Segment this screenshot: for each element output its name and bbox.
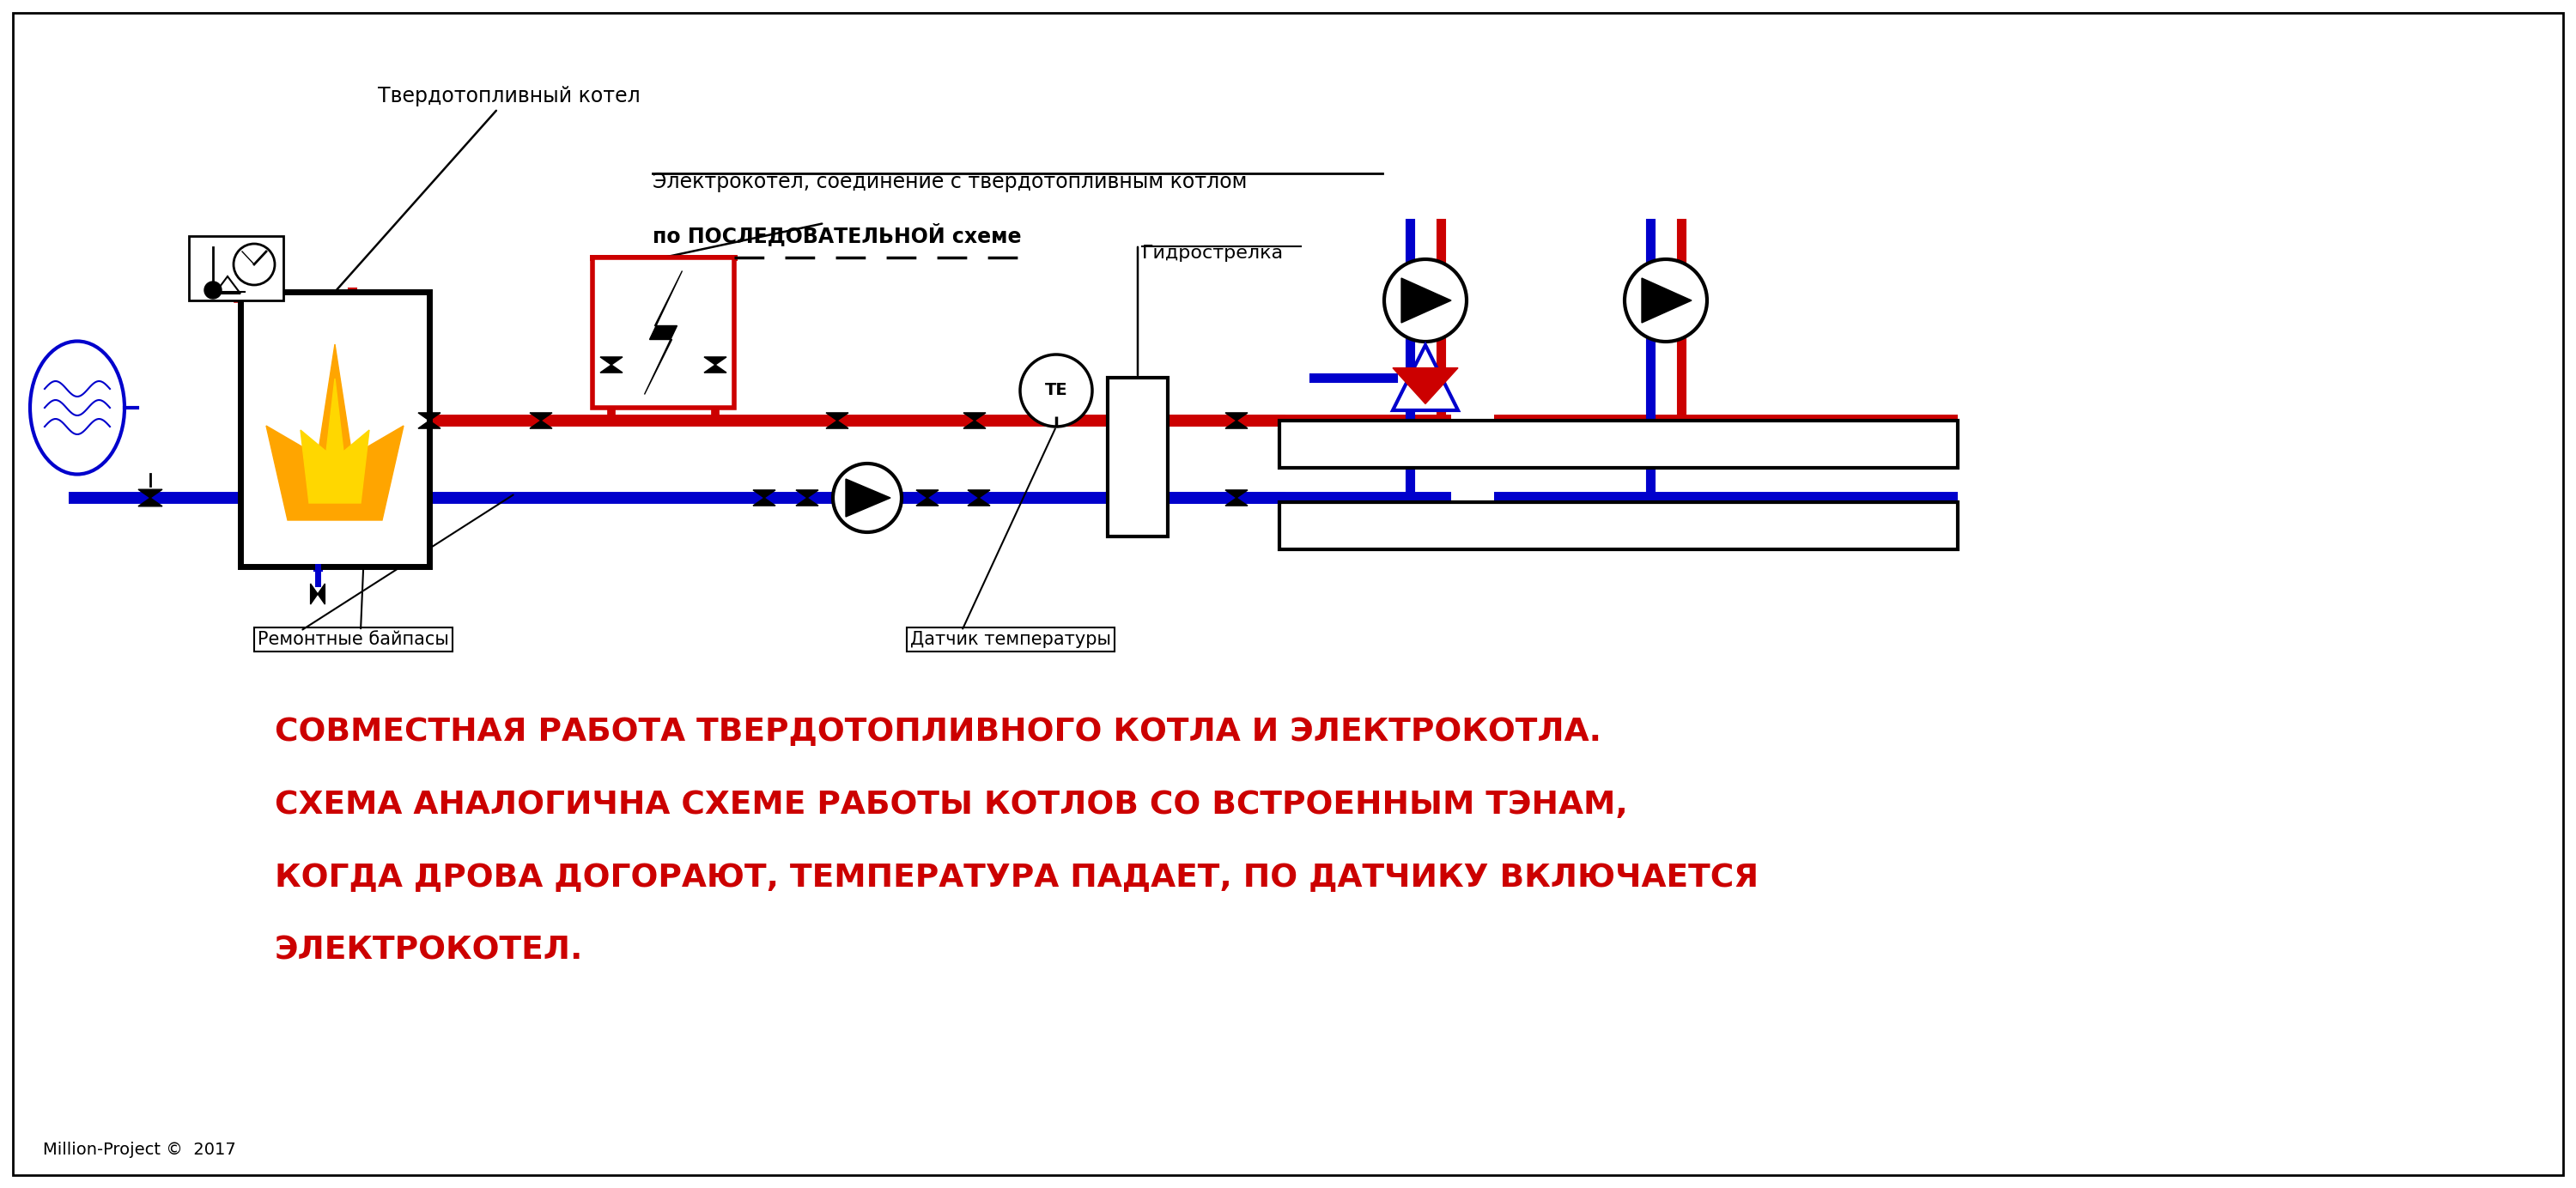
Circle shape [1383,259,1466,342]
Polygon shape [600,365,623,373]
Polygon shape [752,498,775,506]
Polygon shape [963,421,987,429]
Bar [1280,503,1958,549]
Circle shape [832,463,902,532]
Polygon shape [827,421,848,429]
Polygon shape [703,365,726,373]
Polygon shape [1226,412,1247,421]
Text: Твердотопливный котел: Твердотопливный котел [337,86,641,290]
Polygon shape [531,412,551,421]
Polygon shape [1226,489,1247,498]
Polygon shape [845,479,891,517]
Text: ЭЛЕКТРОКОТЕЛ.: ЭЛЕКТРОКОТЕЛ. [276,936,582,967]
Circle shape [1625,259,1708,342]
Polygon shape [752,489,775,498]
Text: Электрокотел, соединение с твердотопливным котлом: Электрокотел, соединение с твердотопливн… [652,172,1247,192]
Polygon shape [1641,278,1692,323]
Polygon shape [827,412,848,421]
Text: Ремонтные байпасы: Ремонтные байпасы [258,631,448,649]
Polygon shape [917,498,938,506]
Polygon shape [317,583,325,605]
Text: Гидрострелка: Гидрострелка [1141,245,1283,261]
Polygon shape [796,498,819,506]
Polygon shape [265,345,404,520]
Text: TE: TE [1046,383,1066,399]
Polygon shape [963,412,987,421]
Polygon shape [1394,368,1458,404]
Polygon shape [1401,278,1450,323]
Polygon shape [301,379,368,503]
Bar [188,236,283,301]
Circle shape [234,244,276,285]
Bar [1280,421,1958,468]
Polygon shape [644,271,683,394]
Polygon shape [796,489,819,498]
Polygon shape [917,489,938,498]
Polygon shape [1226,421,1247,429]
Polygon shape [600,358,623,365]
Polygon shape [969,498,989,506]
Bar [592,258,734,407]
Polygon shape [417,412,440,421]
Text: Датчик температуры: Датчик температуры [909,631,1110,649]
Polygon shape [417,421,440,429]
Text: СОВМЕСТНАЯ РАБОТА ТВЕРДОТОПЛИВНОГО КОТЛА И ЭЛЕКТРОКОТЛА.: СОВМЕСТНАЯ РАБОТА ТВЕРДОТОПЛИВНОГО КОТЛА… [276,716,1602,747]
Circle shape [204,282,222,298]
Polygon shape [139,498,162,506]
Text: КОГДА ДРОВА ДОГОРАЮТ, ТЕМПЕРАТУРА ПАДАЕТ, ПО ДАТЧИКУ ВКЛЮЧАЕТСЯ: КОГДА ДРОВА ДОГОРАЮТ, ТЕМПЕРАТУРА ПАДАЕТ… [276,862,1759,893]
Polygon shape [139,489,162,498]
Bar [1108,378,1167,537]
Polygon shape [531,421,551,429]
Polygon shape [1226,498,1247,506]
Text: СХЕМА АНАЛОГИЧНА СХЕМЕ РАБОТЫ КОТЛОВ СО ВСТРОЕННЫМ ТЭНАМ,: СХЕМА АНАЛОГИЧНА СХЕМЕ РАБОТЫ КОТЛОВ СО … [276,790,1628,821]
Polygon shape [969,489,989,498]
Bar [240,292,430,567]
Polygon shape [312,583,317,605]
Polygon shape [703,358,726,365]
Polygon shape [1394,345,1458,410]
Text: Million-Project ©  2017: Million-Project © 2017 [44,1142,237,1158]
Circle shape [1020,354,1092,426]
Text: по ПОСЛЕДОВАТЕЛЬНОЙ схеме: по ПОСЛЕДОВАТЕЛЬНОЙ схеме [652,223,1020,246]
Ellipse shape [31,341,124,474]
